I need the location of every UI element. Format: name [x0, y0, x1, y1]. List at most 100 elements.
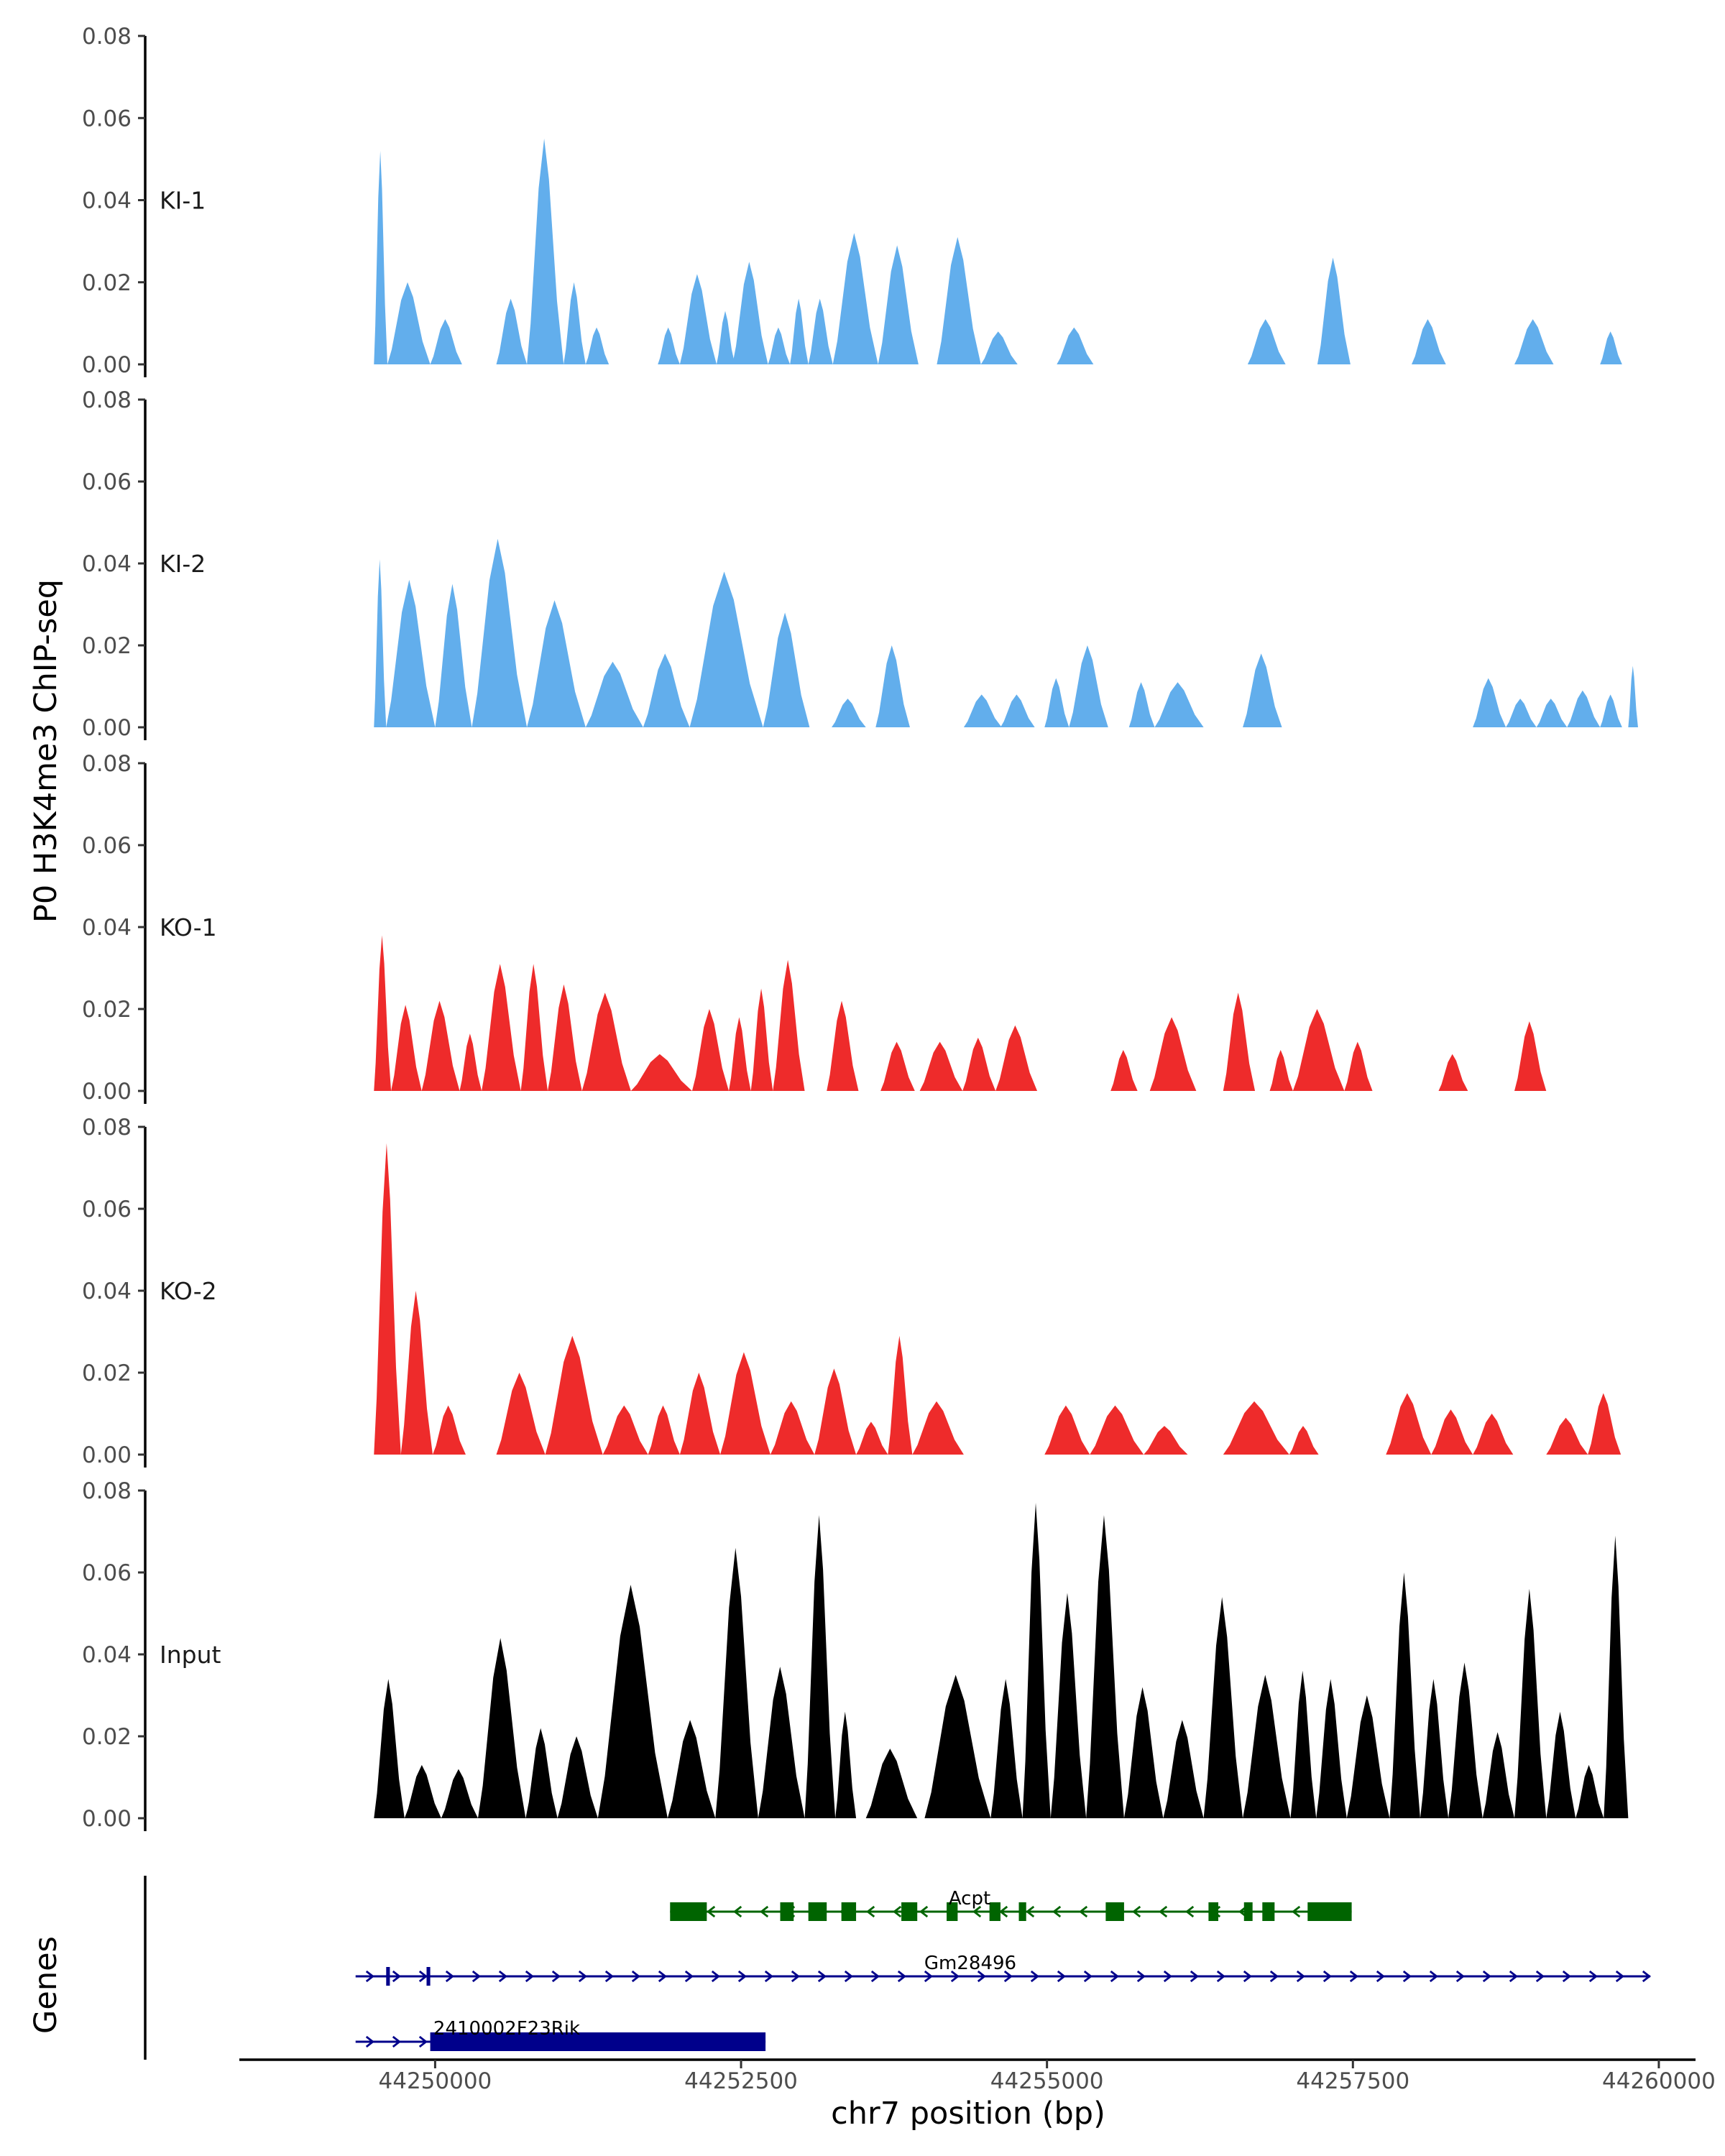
coverage-peak — [1316, 1679, 1347, 1818]
strand-arrow — [365, 2035, 375, 2048]
coverage-peak — [658, 327, 680, 364]
exon — [841, 1902, 857, 1921]
x-axis-title: chr7 position (bp) — [831, 2096, 1105, 2132]
strand-arrow — [392, 1970, 402, 1983]
coverage-peak — [924, 1674, 991, 1818]
strand-arrow — [972, 1905, 982, 1918]
y-tick-label: 0.06 — [82, 1560, 132, 1586]
coverage-peak — [1604, 1535, 1629, 1818]
coverage-peak — [496, 1373, 546, 1455]
y-tick-label: 0.00 — [82, 1079, 132, 1105]
coverage-peak — [432, 1405, 466, 1455]
strand-arrow — [1243, 1970, 1253, 1983]
coverage-peak — [1546, 1417, 1588, 1455]
y-tick-label: 0.08 — [82, 1115, 132, 1141]
gene-acpt: Acpt — [670, 1888, 1352, 1921]
coverage-peak — [875, 645, 910, 727]
coverage-peak — [1567, 690, 1601, 727]
coverage-peak — [1514, 1588, 1547, 1818]
coverage-peak — [763, 612, 810, 727]
coverage-peak — [1290, 1670, 1317, 1818]
coverage-peak — [374, 559, 387, 727]
coverage-peak — [581, 992, 631, 1091]
coverage-peak — [630, 1054, 692, 1091]
coverage-peak — [1506, 699, 1537, 727]
strand-arrow — [1083, 1970, 1093, 1983]
coverage-peak — [374, 150, 388, 364]
coverage-peak — [1438, 1054, 1468, 1091]
strand-arrow — [551, 1970, 561, 1983]
y-tick-label: 0.06 — [82, 1197, 132, 1222]
y-tick-label: 0.02 — [82, 1360, 132, 1386]
track-label: KO-1 — [160, 913, 217, 941]
strand-arrow — [392, 2035, 402, 2048]
coverage-peak — [1431, 1409, 1473, 1455]
coverage-peak — [1247, 319, 1286, 364]
coverage-peak — [472, 538, 528, 727]
y-tick-label: 0.04 — [82, 1279, 132, 1304]
strand-arrow — [791, 1970, 801, 1983]
strand-arrow — [418, 2035, 428, 2048]
exon — [780, 1902, 794, 1921]
strand-arrow — [365, 1970, 375, 1983]
exon — [989, 1902, 1000, 1921]
exon — [808, 1902, 827, 1921]
strand-arrow — [870, 1970, 880, 1983]
y-tick-label: 0.06 — [82, 469, 132, 495]
coverage-peak — [477, 1638, 526, 1818]
coverage-peak — [374, 1679, 405, 1818]
coverage-peak — [790, 298, 809, 364]
coverage-peak — [980, 331, 1018, 364]
strand-arrow — [1322, 1970, 1333, 1983]
y-tick-label: 0.04 — [82, 915, 132, 941]
y-tick-label: 0.08 — [82, 24, 132, 50]
coverage-peak — [919, 1041, 963, 1091]
strand-arrow — [1159, 1905, 1168, 1918]
y-tick-label: 0.00 — [82, 352, 132, 378]
coverage-peak — [1110, 1050, 1138, 1091]
coverage-peak — [1086, 1515, 1124, 1818]
coverage-peak — [1223, 1401, 1289, 1455]
strand-arrow — [498, 1970, 508, 1983]
strand-arrow — [919, 1905, 929, 1918]
x-tick-label: 44260000 — [1602, 2068, 1716, 2094]
coverage-peak — [1163, 1720, 1204, 1818]
track-ki-2: 0.00 0.02 0.04 0.06 0.08 KI-2 — [82, 387, 1638, 741]
coverage-peak — [1514, 319, 1554, 364]
coverage-peak — [1243, 1674, 1291, 1818]
coverage-peak — [1057, 327, 1094, 364]
exon — [386, 1967, 390, 1986]
genes-axis-title: Genes — [28, 1936, 64, 2034]
strand-arrow — [760, 1905, 769, 1918]
strand-arrow — [1535, 1970, 1545, 1983]
track-label: KI-2 — [160, 550, 206, 578]
y-tick-label: 0.00 — [82, 1442, 132, 1468]
strand-arrow — [1642, 1970, 1652, 1983]
y-tick-label: 0.02 — [82, 270, 132, 296]
exon — [901, 1902, 918, 1921]
coverage-peak — [1022, 1503, 1051, 1818]
coverage-peak — [421, 1000, 460, 1091]
coverage-peak — [1473, 1414, 1514, 1455]
coverage-peak — [585, 661, 643, 727]
coverage-peak — [1628, 665, 1638, 727]
y-axis-title: P0 H3K4me3 ChIP-seq — [28, 579, 64, 923]
coverage-peak — [1289, 1426, 1319, 1455]
coverage-peak — [720, 1352, 770, 1455]
exon — [1208, 1902, 1219, 1921]
track-ko-1: 0.00 0.02 0.04 0.06 0.08 KO-1 — [82, 751, 1547, 1105]
coverage-peak — [715, 1547, 758, 1818]
y-tick-label: 0.08 — [82, 387, 132, 413]
track-ki-1: 0.00 0.02 0.04 0.06 0.08 KI-1 — [82, 24, 1622, 378]
strand-arrow — [1269, 1970, 1279, 1983]
strand-arrow — [1003, 1970, 1013, 1983]
y-tick-label: 0.06 — [82, 833, 132, 859]
coverage-peak — [888, 1335, 913, 1455]
coverage-peak — [1243, 653, 1282, 727]
coverage-peak — [374, 1143, 401, 1455]
coverage-peak — [400, 1291, 433, 1455]
strand-arrow — [737, 1970, 748, 1983]
coverage-peak — [937, 236, 981, 364]
coverage-peak — [1050, 1593, 1087, 1818]
